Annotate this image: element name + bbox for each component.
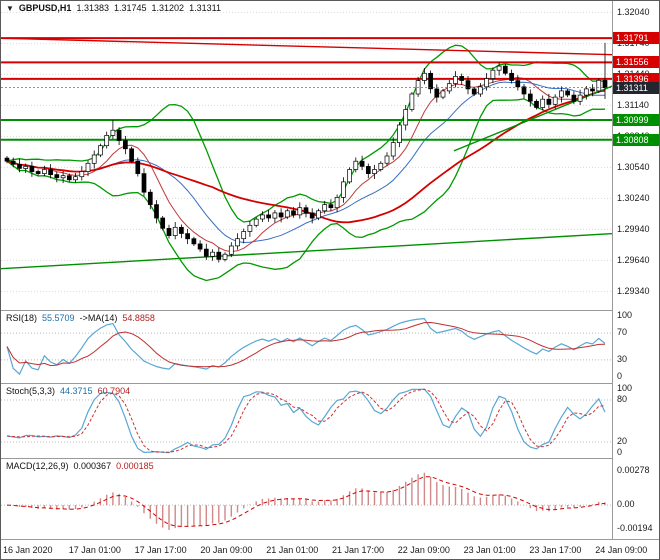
rsi-axis-label: 100 xyxy=(617,310,633,320)
macd-indicator-panel[interactable]: MACD(12,26,9) 0.000367 0.000185 xyxy=(1,458,613,539)
time-axis-label: 24 Jan 09:00 xyxy=(595,545,648,555)
macd-histogram xyxy=(12,472,606,530)
bollinger-upper-band xyxy=(6,44,606,223)
macd-canvas xyxy=(1,472,613,530)
time-axis-label: 16 Jan 2020 xyxy=(3,545,53,555)
macd-signal-line xyxy=(6,476,606,527)
time-axis-label: 17 Jan 17:00 xyxy=(134,545,187,555)
rsi-ma-line xyxy=(6,321,606,368)
stoch-axis-label: 80 xyxy=(617,394,628,404)
macd-axis-label: -0.00194 xyxy=(617,522,653,533)
bar-high-value: 1.31745 xyxy=(113,3,147,13)
symbol-timeframe: GBPUSD,H1 xyxy=(18,3,72,13)
price-axis-label: 1.29340 xyxy=(617,286,650,297)
time-axis-label: 17 Jan 01:00 xyxy=(68,545,121,555)
time-axis-label: 21 Jan 17:00 xyxy=(332,545,385,555)
macd-name: MACD(12,26,9) xyxy=(6,461,69,471)
rsi-header: RSI(18) 55.5709 ->MA(14) 54.8858 xyxy=(6,313,160,323)
time-axis-label: 21 Jan 01:00 xyxy=(266,545,319,555)
price-tag-resistance: 1.31556 xyxy=(613,56,659,69)
stoch-axis-label: 100 xyxy=(617,383,633,393)
price-axis-label: 1.29640 xyxy=(617,255,650,266)
price-axis-label: 1.30240 xyxy=(617,193,650,204)
rsi-canvas xyxy=(1,317,613,376)
time-axis[interactable]: 16 Jan 2020 17 Jan 01:00 17 Jan 17:00 20 Ja… xyxy=(1,539,659,559)
stochastic-indicator-panel[interactable]: Stoch(5,3,3) 44.3715 60.7904 xyxy=(1,383,613,458)
price-axis[interactable]: 1.320401.317401.314401.311401.308401.305… xyxy=(612,1,659,539)
macd-signal-value: 0.000185 xyxy=(116,461,154,471)
rsi-axis-label: 0 xyxy=(617,371,623,381)
rsi-ma-value: 54.8858 xyxy=(122,313,155,323)
macd-axis-label: 0.00 xyxy=(617,499,635,510)
macd-value: 0.000367 xyxy=(73,461,112,471)
rsi-axis-label: 70 xyxy=(617,327,628,338)
bollinger-middle-line xyxy=(6,81,605,244)
stoch-name: Stoch(5,3,3) xyxy=(6,386,56,396)
fast-ma-line xyxy=(6,76,606,253)
chart-header: ▼ GBPUSD,H1 1.31383 1.31745 1.31202 1.31311 xyxy=(6,3,226,13)
stoch-k-line xyxy=(6,388,606,454)
main-chart-canvas xyxy=(1,11,613,292)
stoch-axis-label: 20 xyxy=(617,436,628,446)
main-price-chart[interactable]: ▼ GBPUSD,H1 1.31383 1.31745 1.31202 1.31311 xyxy=(1,1,613,309)
time-axis-label: 23 Jan 17:00 xyxy=(529,545,582,555)
stoch-d-line xyxy=(6,388,606,453)
time-axis-label: 22 Jan 09:00 xyxy=(397,545,450,555)
rsi-name: RSI(18) xyxy=(6,313,38,323)
support-trendline[interactable] xyxy=(1,232,613,270)
resistance-trendline[interactable] xyxy=(1,37,613,56)
macd-header: MACD(12,26,9) 0.000367 0.000185 xyxy=(6,461,159,471)
bar-close-value: 1.31311 xyxy=(189,3,221,13)
chart-dropdown-icon[interactable]: ▼ xyxy=(6,4,14,13)
price-tag-resistance: 1.31791 xyxy=(613,32,659,45)
candlestick-series xyxy=(4,42,608,263)
stoch-d-value: 60.7904 xyxy=(97,386,131,396)
stochastic-header: Stoch(5,3,3) 44.3715 60.7904 xyxy=(6,386,135,396)
rsi-line xyxy=(6,317,606,376)
stochastic-canvas xyxy=(1,388,613,454)
stoch-k-value: 44.3715 xyxy=(60,386,93,396)
rsi-value: 55.5709 xyxy=(42,313,75,323)
time-axis-label: 23 Jan 01:00 xyxy=(463,545,516,555)
price-axis-label: 1.31140 xyxy=(617,100,649,111)
bollinger-lower-band xyxy=(6,98,606,282)
slow-ma-line xyxy=(6,89,606,224)
bar-open-value: 1.31383 xyxy=(76,3,109,13)
price-axis-label: 1.30540 xyxy=(617,162,650,173)
price-tag-support: 1.30808 xyxy=(613,133,659,146)
bar-low-value: 1.31202 xyxy=(151,3,185,13)
support-trendline[interactable] xyxy=(453,85,613,152)
price-tag-current: 1.31311 xyxy=(613,81,659,94)
price-axis-label: 1.29940 xyxy=(617,224,650,235)
rsi-indicator-panel[interactable]: RSI(18) 55.5709 ->MA(14) 54.8858 xyxy=(1,310,613,382)
price-tag-support: 1.30999 xyxy=(613,113,659,126)
price-axis-label: 1.32040 xyxy=(617,7,650,18)
stoch-axis-label: 0 xyxy=(617,447,623,457)
time-axis-label: 20 Jan 09:00 xyxy=(200,545,253,555)
macd-axis-label: 0.00278 xyxy=(617,465,650,476)
rsi-axis-label: 30 xyxy=(617,353,628,364)
rsi-ma-name: ->MA(14) xyxy=(79,313,118,323)
